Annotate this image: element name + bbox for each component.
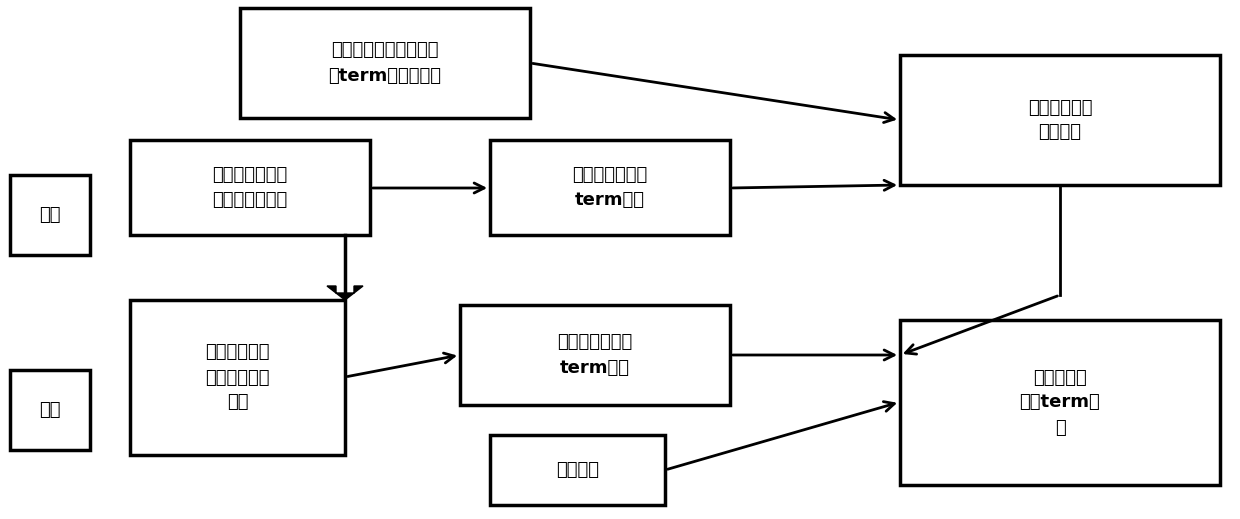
Bar bbox=[490, 435, 665, 505]
Bar bbox=[241, 8, 529, 118]
Bar bbox=[10, 370, 91, 450]
Text: 基于词向量获取
term向量: 基于词向量获取 term向量 bbox=[573, 166, 647, 209]
Text: 基于用户搜索等
数据训练词向量: 基于用户搜索等 数据训练词向量 bbox=[212, 166, 288, 209]
Text: 特征权值: 特征权值 bbox=[556, 461, 599, 479]
Text: 基于用户搜索
等数据训练词
向量: 基于用户搜索 等数据训练词 向量 bbox=[206, 344, 270, 412]
Text: 预测: 预测 bbox=[40, 401, 61, 419]
Bar bbox=[130, 300, 345, 455]
Bar bbox=[10, 175, 91, 255]
Bar bbox=[900, 320, 1220, 485]
Bar bbox=[490, 140, 730, 235]
Text: 训练: 训练 bbox=[40, 206, 61, 224]
Text: 预测并后验
处理term权
重: 预测并后验 处理term权 重 bbox=[1019, 368, 1100, 436]
Bar bbox=[900, 55, 1220, 185]
Bar bbox=[460, 305, 730, 405]
FancyArrow shape bbox=[327, 286, 363, 300]
Bar bbox=[130, 140, 370, 235]
Text: 基于用户点击等数据计
算term权重目标值: 基于用户点击等数据计 算term权重目标值 bbox=[329, 42, 441, 85]
Text: 基于词向量获取
term向量: 基于词向量获取 term向量 bbox=[557, 334, 632, 376]
Text: 机器学习训练
特征权值: 机器学习训练 特征权值 bbox=[1028, 99, 1092, 142]
